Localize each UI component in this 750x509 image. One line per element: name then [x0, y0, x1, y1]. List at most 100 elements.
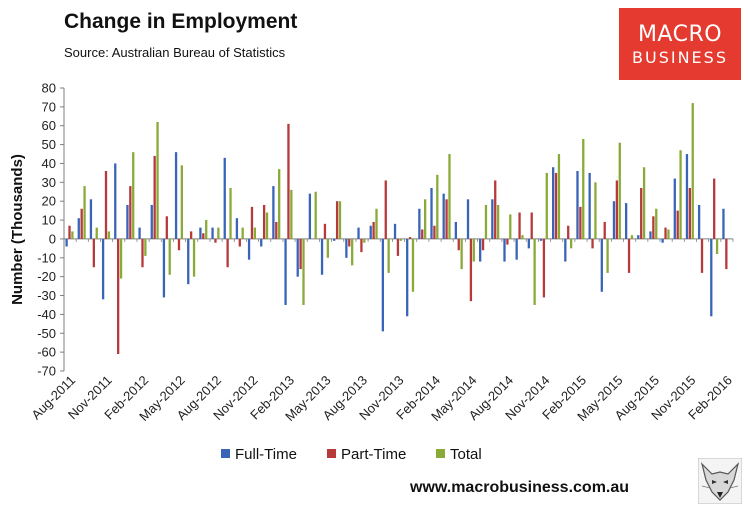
bar-part-time-apr-2014 [457, 238, 460, 251]
legend-label-part-time: Part-Time [341, 446, 406, 463]
bar-full-time-aug-2011 [65, 238, 68, 247]
bar-full-time-sep-2013 [369, 225, 372, 239]
bar-part-time-feb-2016 [725, 238, 728, 270]
bar-total-apr-2015 [606, 238, 609, 273]
bar-full-time-dec-2011 [114, 163, 117, 239]
bar-full-time-apr-2013 [308, 193, 312, 239]
legend-swatch-full-time [221, 449, 230, 458]
bar-total-aug-2014 [509, 214, 512, 239]
bar-full-time-nov-2012 [247, 238, 251, 260]
bar-part-time-aug-2011 [68, 225, 71, 239]
bar-total-nov-2011 [107, 231, 111, 239]
bar-part-time-dec-2015 [700, 238, 704, 273]
bar-full-time-jun-2014 [479, 238, 482, 262]
bar-total-sep-2011 [83, 186, 86, 239]
bar-full-time-oct-2011 [89, 199, 93, 239]
bar-total-feb-2015 [582, 138, 585, 239]
bar-total-aug-2013 [363, 238, 366, 243]
bar-total-jan-2015 [569, 238, 573, 249]
bar-part-time-jun-2014 [481, 238, 485, 251]
bar-full-time-sep-2014 [515, 238, 518, 260]
bar-total-jul-2015 [642, 167, 646, 239]
bar-part-time-jan-2014 [421, 229, 424, 239]
y-tick-label: 70 [42, 99, 56, 114]
bar-total-nov-2012 [253, 227, 257, 239]
bar-full-time-jul-2015 [637, 235, 640, 239]
bar-total-jul-2013 [351, 238, 354, 266]
bar-full-time-jun-2013 [333, 238, 336, 241]
footer-url[interactable]: www.macrobusiness.com.au [410, 479, 630, 496]
bar-part-time-mar-2013 [299, 238, 302, 270]
y-axis-title: Number (Thousands) [9, 154, 26, 305]
bar-full-time-dec-2012 [260, 238, 263, 247]
bar-full-time-sep-2011 [77, 218, 80, 239]
bar-full-time-may-2013 [320, 238, 324, 275]
bar-part-time-dec-2014 [554, 172, 558, 239]
bar-total-mar-2012 [156, 121, 159, 239]
bar-full-time-may-2015 [612, 201, 616, 239]
bar-part-time-may-2012 [177, 238, 181, 251]
bar-part-time-feb-2015 [579, 206, 582, 239]
bar-total-nov-2013 [399, 238, 402, 241]
y-tick-label: 60 [42, 118, 56, 133]
y-tick-label: 20 [42, 194, 56, 209]
bar-part-time-jul-2015 [640, 187, 643, 239]
bar-total-nov-2014 [545, 172, 548, 239]
bar-total-sep-2015 [667, 229, 670, 239]
logo-line-1: MACRO [637, 22, 723, 47]
bar-full-time-feb-2015 [576, 171, 579, 239]
y-tick-label: -60 [37, 345, 56, 360]
bar-total-dec-2011 [119, 238, 123, 279]
bar-full-time-feb-2014 [430, 187, 433, 239]
bar-full-time-jan-2016 [710, 238, 713, 317]
bar-part-time-nov-2012 [250, 206, 254, 239]
bar-total-jun-2013 [338, 201, 342, 239]
bar-part-time-oct-2011 [92, 238, 95, 268]
bar-part-time-oct-2012 [238, 238, 241, 247]
bar-total-aug-2011 [71, 231, 74, 239]
y-tick-label: -10 [37, 250, 56, 265]
bar-full-time-mar-2014 [442, 193, 445, 239]
bar-total-sep-2012 [229, 187, 232, 239]
bar-part-time-aug-2014 [506, 238, 509, 245]
chart-subtitle: Source: Australian Bureau of Statistics [64, 45, 286, 60]
bar-total-jun-2012 [192, 238, 196, 277]
bar-total-may-2013 [326, 238, 329, 258]
bar-part-time-jul-2012 [202, 233, 205, 239]
bar-full-time-apr-2014 [454, 221, 457, 239]
bar-part-time-apr-2012 [165, 216, 168, 239]
bar-part-time-sep-2013 [372, 221, 375, 239]
y-tick-label: -40 [37, 307, 56, 322]
y-tick-label: 50 [42, 137, 56, 152]
bar-part-time-feb-2014 [433, 225, 436, 239]
bar-total-oct-2014 [533, 238, 536, 305]
bar-total-mar-2015 [594, 182, 597, 239]
bar-full-time-jun-2012 [187, 238, 190, 285]
bar-full-time-jan-2015 [564, 238, 567, 262]
bar-full-time-may-2014 [466, 199, 470, 239]
bar-part-time-feb-2012 [141, 238, 144, 268]
bar-total-may-2012 [180, 165, 184, 239]
bar-part-time-sep-2015 [664, 227, 667, 239]
bar-total-dec-2012 [265, 212, 269, 239]
bar-full-time-oct-2015 [673, 178, 676, 239]
bar-full-time-aug-2015 [649, 231, 652, 239]
bar-full-time-may-2012 [174, 152, 178, 239]
bar-total-jan-2016 [715, 238, 719, 255]
bar-part-time-sep-2014 [518, 212, 521, 239]
bar-full-time-jul-2013 [345, 238, 348, 258]
y-tick-label: 80 [42, 81, 56, 96]
bar-part-time-jan-2012 [129, 186, 132, 239]
bar-full-time-sep-2015 [661, 238, 664, 243]
bar-part-time-sep-2012 [226, 238, 229, 268]
bar-part-time-jan-2013 [275, 221, 278, 239]
bar-full-time-jan-2012 [126, 204, 129, 239]
bar-full-time-oct-2012 [235, 218, 239, 239]
bar-full-time-jan-2014 [418, 208, 421, 239]
bar-full-time-mar-2013 [296, 238, 299, 277]
bar-part-time-jun-2012 [189, 231, 193, 239]
bar-part-time-nov-2013 [396, 238, 400, 256]
bar-total-apr-2013 [314, 191, 317, 239]
y-tick-label: -30 [37, 288, 56, 303]
bar-part-time-nov-2015 [688, 187, 691, 239]
